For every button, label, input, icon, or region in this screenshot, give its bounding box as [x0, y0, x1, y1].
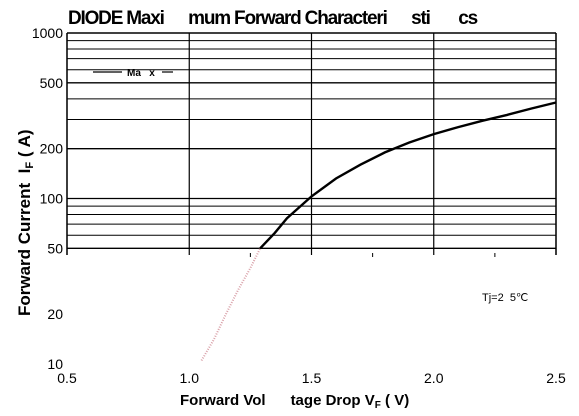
- y-tick-label: 1000: [32, 25, 63, 41]
- legend-label: Ma x: [127, 68, 155, 79]
- y-tick-label: 500: [40, 75, 64, 91]
- y-tick-label: 10: [47, 356, 63, 372]
- chart-title: DIODE Maxi mum Forward Characteri sti cs: [68, 8, 478, 29]
- series-line-max: [259, 101, 557, 250]
- x-axis-label-unit: ( V): [381, 392, 409, 409]
- x-tick-label: 2.0: [424, 370, 444, 386]
- series-layer: [200, 101, 557, 362]
- x-axis-label-text: Forward Vol tage Drop V: [180, 392, 375, 409]
- y-tick-label: 200: [40, 141, 64, 157]
- plot-frame: [66, 32, 557, 255]
- temperature-annotation: Tj=2 5℃: [482, 292, 528, 304]
- x-axis-label-sub: F: [375, 400, 381, 411]
- series-line-extrapolated: [200, 247, 262, 362]
- y-tick-label: 50: [47, 240, 63, 256]
- x-axis-label: Forward Vol tage Drop VF ( V): [180, 392, 409, 411]
- grid-lines: [66, 33, 557, 257]
- legend: Ma x: [93, 68, 173, 79]
- y-tick-label: 100: [40, 191, 64, 207]
- x-tick-label: 1.5: [302, 370, 322, 386]
- x-tick-label: 1.0: [180, 370, 200, 386]
- y-tick-labels: 10 20 50 100 200 500 1000: [32, 25, 63, 372]
- y-tick-label: 20: [47, 306, 63, 322]
- y-axis-label-text: Forward Current I: [15, 169, 34, 316]
- y-axis-label-unit: ( A): [15, 129, 34, 161]
- y-axis-label: Forward Current IF ( A): [15, 129, 36, 316]
- x-tick-label: 0.5: [57, 370, 77, 386]
- x-tick-label: 2.5: [546, 370, 566, 386]
- y-axis-label-sub: F: [24, 162, 36, 169]
- x-tick-labels: 0.5 1.0 1.5 2.0 2.5: [57, 370, 566, 386]
